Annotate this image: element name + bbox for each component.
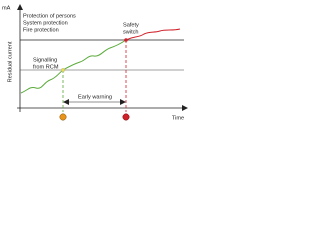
y-unit: mA [2, 5, 11, 11]
diagram: mA Residual current Time Protection of p… [2, 4, 188, 121]
level-label: Fire protection [23, 27, 59, 33]
early-warning-label: Early warning [78, 94, 112, 100]
signal-label: Signalling [33, 57, 57, 63]
switch-label: switch [123, 29, 139, 35]
x-label: Time [172, 115, 184, 121]
level-label: System protection [23, 20, 68, 26]
signal-label: from RCM [33, 64, 59, 70]
level-label: Protection of persons [23, 13, 76, 19]
warning-point [61, 68, 65, 72]
switch-label: Safety [123, 22, 139, 28]
trip-indicator [122, 113, 130, 121]
y-label: Residual current [7, 41, 13, 82]
current-curve-tripped [125, 28, 181, 41]
trip-point [124, 38, 128, 42]
warning-indicator [59, 113, 67, 121]
current-curve [20, 39, 127, 94]
